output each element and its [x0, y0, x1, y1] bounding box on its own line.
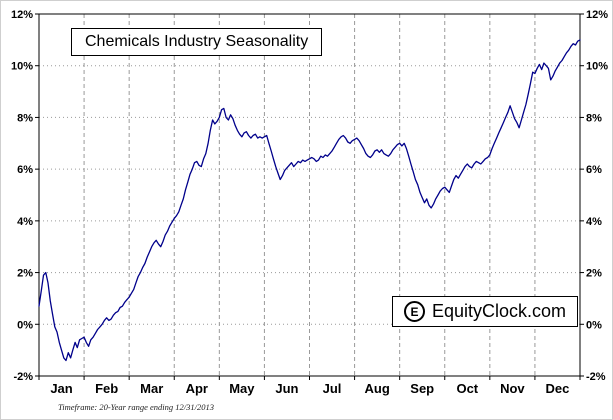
- y-axis-label-right: 12%: [586, 9, 608, 21]
- y-axis-label-left: 0%: [17, 319, 33, 331]
- x-axis-label: Nov: [500, 381, 525, 396]
- y-axis-label-right: 6%: [586, 164, 602, 176]
- x-axis-label: Apr: [186, 381, 208, 396]
- y-axis-label-left: 2%: [17, 268, 33, 280]
- x-axis-label: Aug: [364, 381, 389, 396]
- x-axis-label: Oct: [456, 381, 478, 396]
- y-axis-label-left: 10%: [11, 61, 33, 73]
- y-axis-label-right: 8%: [586, 112, 602, 124]
- y-axis-label-right: -2%: [586, 371, 606, 383]
- x-axis-label: May: [229, 381, 255, 396]
- x-axis-label: Mar: [140, 381, 163, 396]
- y-axis-label-right: 10%: [586, 61, 608, 73]
- y-axis-label-left: 6%: [17, 164, 33, 176]
- y-axis-label-left: 8%: [17, 112, 33, 124]
- y-axis-label-right: 0%: [586, 319, 602, 331]
- y-axis-label-right: 2%: [586, 268, 602, 280]
- y-axis-label-left: -2%: [13, 371, 33, 383]
- x-axis-label: Jan: [50, 381, 72, 396]
- plot-border: [38, 13, 581, 377]
- x-axis-label: Dec: [546, 381, 570, 396]
- seasonality-line: [38, 39, 581, 362]
- y-axis-label-left: 4%: [17, 216, 33, 228]
- y-axis-label-left: 12%: [11, 9, 33, 21]
- y-axis-label-right: 4%: [586, 216, 602, 228]
- x-axis-label: Jun: [275, 381, 298, 396]
- x-axis-label: Jul: [323, 381, 342, 396]
- equityclock-watermark-text: EquityClock.com: [432, 301, 567, 321]
- equityclock-logo-icon: E: [404, 301, 425, 322]
- chart-title: Chemicals Industry Seasonality: [71, 28, 323, 56]
- timeframe-note: Timeframe: 20-Year range ending 12/31/20…: [58, 402, 214, 412]
- equityclock-watermark: E EquityClock.com: [392, 296, 579, 327]
- x-axis-label: Feb: [95, 381, 118, 396]
- x-axis-label: Sep: [410, 381, 434, 396]
